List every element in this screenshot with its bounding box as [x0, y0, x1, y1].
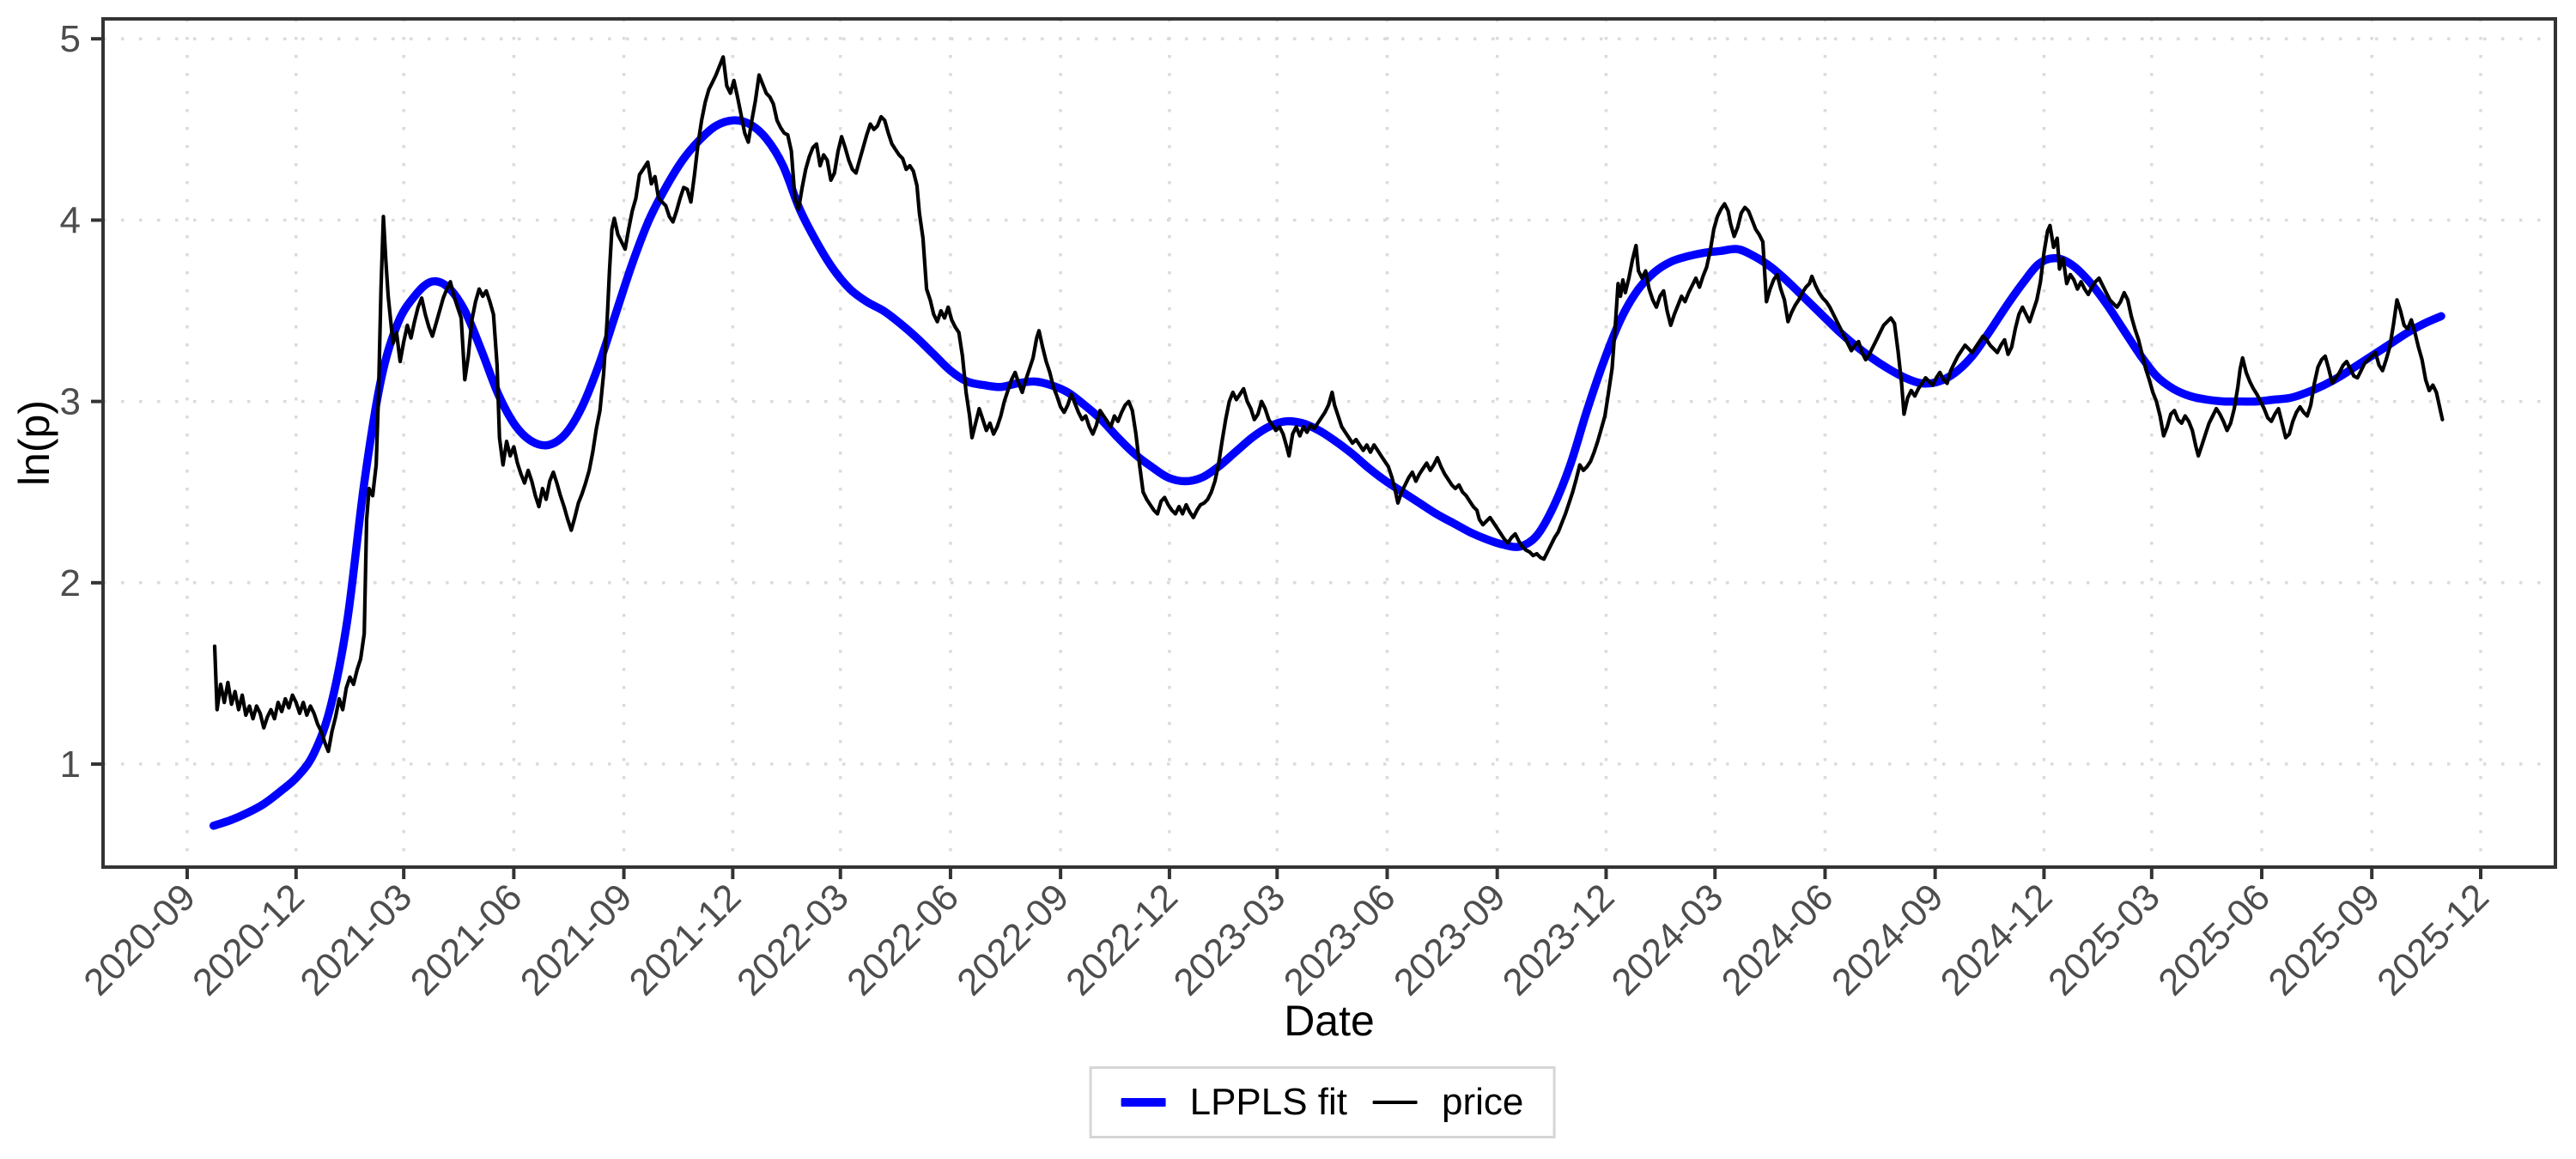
- x-tick-label: 2022-09: [949, 876, 1077, 1004]
- legend-item-price: price: [1373, 1081, 1523, 1124]
- panel-background: [103, 19, 2555, 867]
- x-tick-label: 2023-06: [1276, 876, 1404, 1004]
- x-tick-label: 2025-12: [2369, 876, 2497, 1004]
- y-tick-label: 3: [60, 381, 81, 423]
- x-tick-label: 2021-06: [403, 876, 531, 1004]
- x-tick-label: 2022-12: [1058, 876, 1186, 1004]
- lppls-fit-line: [209, 116, 2445, 830]
- x-tick-label: 2021-09: [513, 876, 641, 1004]
- price-line: [212, 55, 2445, 754]
- x-tick-label: 2023-03: [1166, 876, 1294, 1004]
- x-axis-title: Date: [1284, 997, 1375, 1045]
- x-tick-label: 2023-09: [1386, 876, 1514, 1004]
- x-tick-label: 2025-06: [2150, 876, 2278, 1004]
- y-axis-title: ln(p): [10, 399, 58, 487]
- x-tick-label: 2021-03: [292, 876, 420, 1004]
- legend-item-lppls: LPPLS fit: [1121, 1081, 1347, 1124]
- x-tick-label: 2024-09: [1824, 876, 1952, 1004]
- y-tick-label: 4: [60, 199, 81, 241]
- lppls-line-swatch-icon: [1121, 1098, 1166, 1107]
- legend: LPPLS fit price: [1089, 1066, 1556, 1138]
- x-tick-label: 2025-09: [2260, 876, 2388, 1004]
- price-line-swatch-icon: [1373, 1101, 1419, 1104]
- x-tick-label: 2022-06: [839, 876, 967, 1004]
- x-tick-label: 2021-12: [622, 876, 750, 1004]
- x-tick-label: 2025-03: [2040, 876, 2168, 1004]
- legend-label-lppls: LPPLS fit: [1189, 1081, 1348, 1123]
- y-tick-label: 5: [60, 18, 81, 60]
- panel-border: [101, 17, 2557, 869]
- y-tick-label: 2: [60, 562, 81, 604]
- x-tick-label: 2020-12: [185, 876, 313, 1004]
- legend-label-price: price: [1442, 1081, 1524, 1123]
- x-tick-label: 2023-12: [1495, 876, 1623, 1004]
- x-tick-label: 2022-03: [729, 876, 857, 1004]
- x-tick-label: 2020-09: [76, 876, 204, 1004]
- x-tick-label: 2024-12: [1933, 876, 2061, 1004]
- y-tick-label: 1: [60, 743, 81, 786]
- x-tick-label: 2024-03: [1604, 876, 1732, 1004]
- x-tick-label: 2024-06: [1714, 876, 1842, 1004]
